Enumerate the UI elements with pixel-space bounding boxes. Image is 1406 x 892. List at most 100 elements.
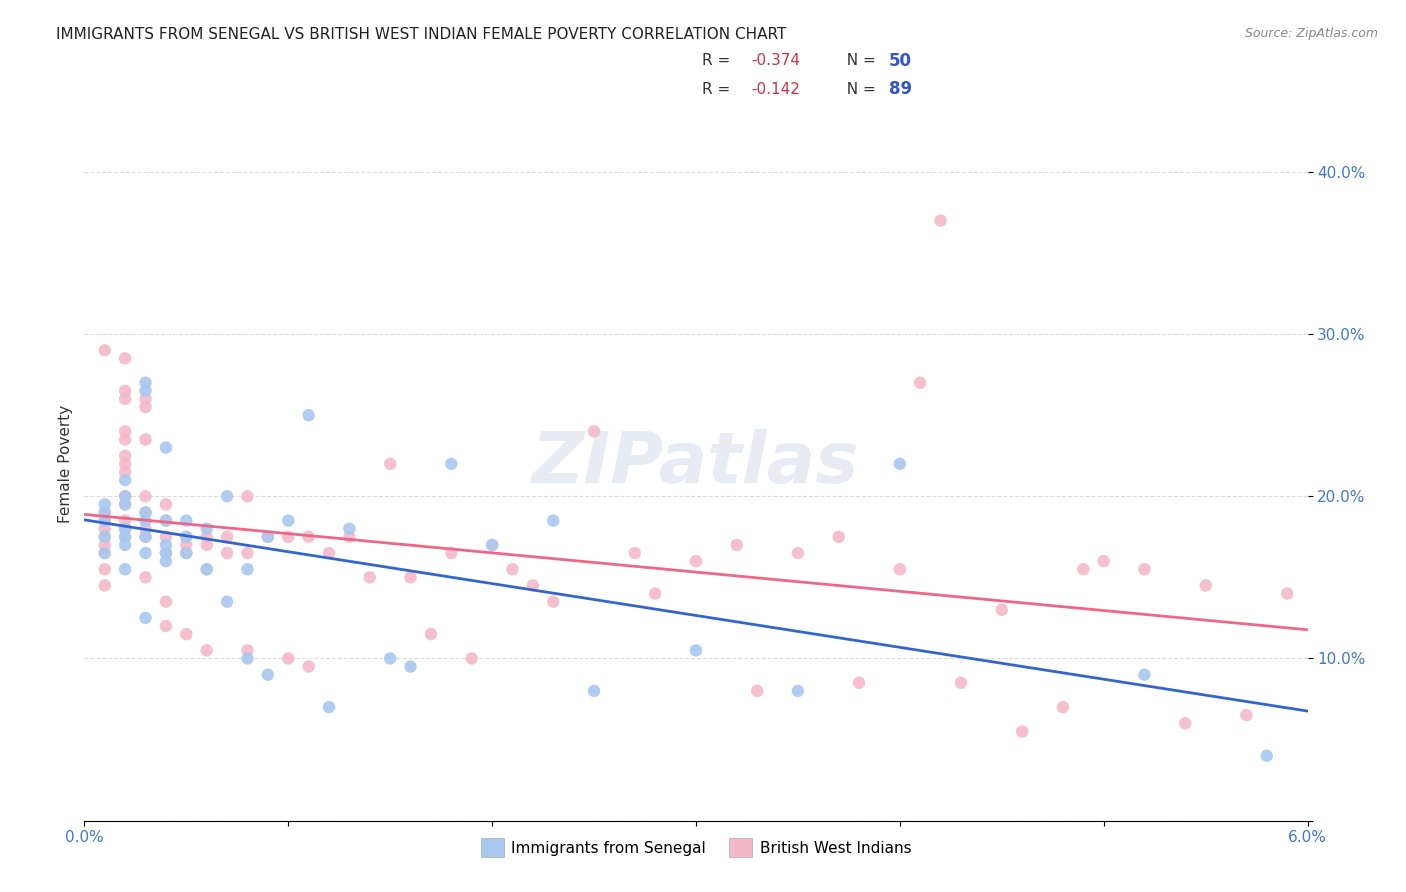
Point <box>380 457 402 471</box>
Point <box>93 343 117 358</box>
Point <box>522 578 544 592</box>
Point <box>135 570 157 584</box>
Point <box>176 530 198 544</box>
Point <box>114 489 136 503</box>
Point <box>114 489 136 503</box>
Point <box>176 627 198 641</box>
Point <box>135 506 157 520</box>
Point <box>93 522 117 536</box>
Point <box>277 514 299 528</box>
Point <box>502 562 524 576</box>
Point <box>848 675 870 690</box>
Point <box>257 530 280 544</box>
Point <box>236 489 259 503</box>
Text: Source: ZipAtlas.com: Source: ZipAtlas.com <box>1244 27 1378 40</box>
Point <box>236 651 259 665</box>
Point <box>155 619 177 633</box>
Point <box>318 700 340 714</box>
Point <box>114 530 136 544</box>
Text: N =: N = <box>837 82 880 96</box>
Point <box>93 546 117 560</box>
Point <box>93 506 117 520</box>
Text: 89: 89 <box>889 80 912 98</box>
Point <box>93 514 117 528</box>
Point <box>1174 716 1197 731</box>
Point <box>195 530 218 544</box>
Point <box>318 546 340 560</box>
Point <box>93 506 117 520</box>
Point <box>155 538 177 552</box>
Point <box>787 684 810 698</box>
Point <box>93 578 117 592</box>
Point <box>685 554 707 568</box>
Point <box>135 376 157 390</box>
Point <box>217 489 239 503</box>
Point <box>155 514 177 528</box>
Point <box>114 384 136 398</box>
Point <box>787 546 810 560</box>
Point <box>135 400 157 414</box>
Point <box>155 546 177 560</box>
Point <box>135 611 157 625</box>
Point <box>176 530 198 544</box>
Point <box>195 643 218 657</box>
Point <box>155 554 177 568</box>
Point <box>1052 700 1074 714</box>
Point <box>380 651 402 665</box>
Point <box>277 530 299 544</box>
Point <box>114 473 136 487</box>
Point <box>236 643 259 657</box>
Point <box>93 497 117 511</box>
Point <box>135 530 157 544</box>
Point <box>135 392 157 406</box>
Point <box>93 530 117 544</box>
Point <box>991 603 1014 617</box>
Point <box>1133 562 1156 576</box>
Point <box>889 562 911 576</box>
Point <box>217 546 239 560</box>
Point <box>440 546 463 560</box>
Point <box>114 433 136 447</box>
Point <box>583 425 606 439</box>
Point <box>217 530 239 544</box>
Y-axis label: Female Poverty: Female Poverty <box>58 405 73 523</box>
Point <box>176 546 198 560</box>
Text: -0.142: -0.142 <box>751 82 800 96</box>
Point <box>93 514 117 528</box>
Point <box>950 675 973 690</box>
Point <box>114 538 136 552</box>
Point <box>93 530 117 544</box>
Point <box>135 384 157 398</box>
Point <box>624 546 647 560</box>
Point <box>910 376 932 390</box>
Text: 50: 50 <box>889 52 912 70</box>
Point <box>176 514 198 528</box>
Point <box>339 522 361 536</box>
Point <box>93 546 117 560</box>
Point <box>399 570 422 584</box>
Point <box>1195 578 1218 592</box>
Point <box>828 530 851 544</box>
Point <box>1092 554 1115 568</box>
Point <box>461 651 484 665</box>
Point <box>155 546 177 560</box>
Text: R =: R = <box>702 82 735 96</box>
Point <box>114 497 136 511</box>
Point <box>195 538 218 552</box>
Point <box>725 538 748 552</box>
Point <box>1011 724 1033 739</box>
Point <box>481 538 503 552</box>
Point <box>135 514 157 528</box>
Point <box>114 392 136 406</box>
Point <box>399 659 422 673</box>
Point <box>298 408 321 422</box>
Point <box>1133 667 1156 681</box>
Point <box>420 627 443 641</box>
Point <box>114 514 136 528</box>
Point <box>93 538 117 552</box>
Point <box>155 595 177 609</box>
Point <box>236 562 259 576</box>
Point <box>155 530 177 544</box>
Point <box>93 562 117 576</box>
Point <box>114 425 136 439</box>
